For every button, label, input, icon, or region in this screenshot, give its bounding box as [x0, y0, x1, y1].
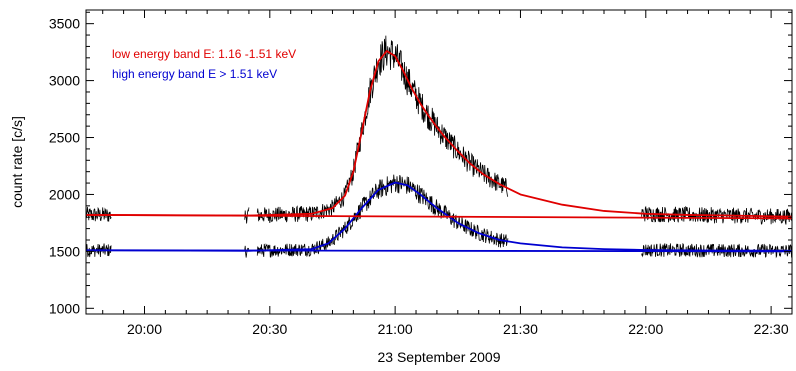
y-axis-label: count rate [c/s]	[9, 116, 25, 208]
x-tick-label: 20:30	[252, 321, 287, 337]
observed-data-trace	[244, 207, 250, 224]
observed-data-trace	[86, 206, 112, 222]
y-tick-label: 1000	[49, 300, 80, 316]
fit-curve-0	[86, 50, 792, 218]
axis-ticks: 20:00 20:30 21:00 21:30 22:00 22:30 1000 1500 20…	[49, 10, 793, 337]
fit-curve-1	[86, 181, 792, 252]
y-tick-label: 1500	[49, 243, 80, 259]
legend-entry-0: low energy band E: 1.16 -1.51 keV	[112, 47, 296, 61]
baseline-3	[86, 249, 792, 253]
plot-frame	[85, 9, 793, 315]
observed-data-trace	[244, 245, 250, 258]
baseline-2	[86, 214, 792, 220]
x-tick-label: 22:00	[628, 321, 663, 337]
observed-data-trace	[256, 174, 509, 258]
x-tick-label: 21:30	[503, 321, 538, 337]
observed-data-trace	[641, 242, 792, 259]
observed-data-trace	[86, 243, 112, 258]
x-tick-label: 20:00	[127, 321, 162, 337]
legend: low energy band E: 1.16 -1.51 keV high en…	[112, 47, 296, 81]
x-tick-label: 21:00	[378, 321, 413, 337]
legend-entry-1: high energy band E > 1.51 keV	[112, 67, 277, 81]
x-axis-label: 23 September 2009	[378, 349, 501, 365]
y-tick-label: 3000	[49, 73, 80, 89]
y-tick-label: 2500	[49, 130, 80, 146]
fit-curves-layer	[86, 50, 792, 253]
y-tick-label: 2000	[49, 186, 80, 202]
x-tick-label: 22:30	[754, 321, 789, 337]
y-tick-label: 3500	[49, 16, 80, 32]
